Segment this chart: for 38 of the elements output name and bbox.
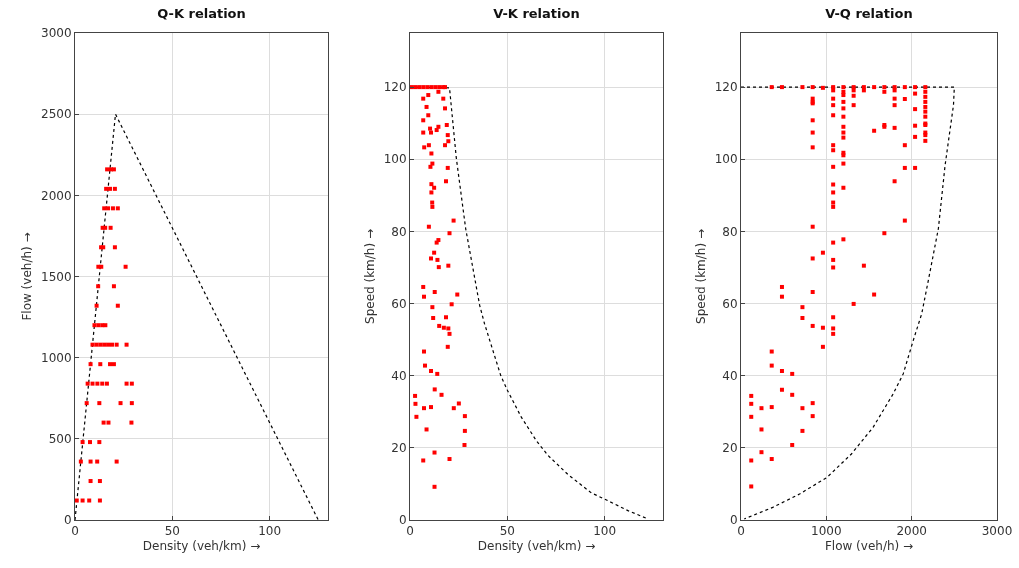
y-axis-title: Speed (km/h) →: [693, 229, 708, 324]
y-tick-label: 100: [383, 152, 407, 167]
y-tick-label: 20: [391, 441, 407, 456]
chart-title: V-Q relation: [825, 5, 913, 21]
y-axis-title: Flow (veh/h) →: [20, 232, 35, 321]
y-tick-label: 1000: [41, 350, 72, 365]
x-tick-label: 2000: [896, 524, 927, 539]
x-tick-label: 100: [258, 524, 282, 539]
line-series: [741, 86, 955, 520]
chart-title: Q-K relation: [157, 5, 246, 21]
x-tick-label: 3000: [981, 524, 1013, 539]
x-tick-label: 50: [164, 524, 180, 539]
y-tick-label: 80: [391, 224, 407, 239]
x-tick-label: 1000: [811, 524, 842, 539]
x-tick-label: 50: [499, 524, 515, 539]
y-tick-label: 1500: [41, 269, 72, 284]
x-tick-label: 100: [593, 524, 617, 539]
x-axis-title: Density (veh/km) →: [477, 539, 596, 554]
y-tick-label: 2000: [41, 188, 72, 203]
y-tick-label: 0: [398, 513, 407, 528]
x-axis-title: Density (veh/km) →: [142, 539, 261, 554]
chart-title: V-K relation: [493, 5, 580, 21]
y-tick-label: 2500: [41, 107, 72, 122]
y-tick-label: 120: [383, 80, 407, 95]
y-tick-label: 40: [722, 368, 738, 383]
y-tick-label: 80: [722, 224, 738, 239]
y-axis-title: Speed (km/h) →: [362, 229, 377, 324]
y-tick-label: 3000: [41, 26, 72, 41]
y-tick-label: 20: [722, 441, 738, 456]
x-axis-title: Flow (veh/h) →: [824, 539, 914, 554]
y-tick-label: 100: [714, 152, 738, 167]
y-tick-label: 60: [722, 296, 738, 311]
y-tick-label: 0: [63, 513, 72, 528]
y-tick-label: 500: [48, 432, 72, 447]
y-tick-label: 40: [391, 368, 407, 383]
y-tick-label: 0: [729, 513, 738, 528]
y-tick-label: 60: [391, 296, 407, 311]
y-tick-label: 120: [714, 80, 738, 95]
